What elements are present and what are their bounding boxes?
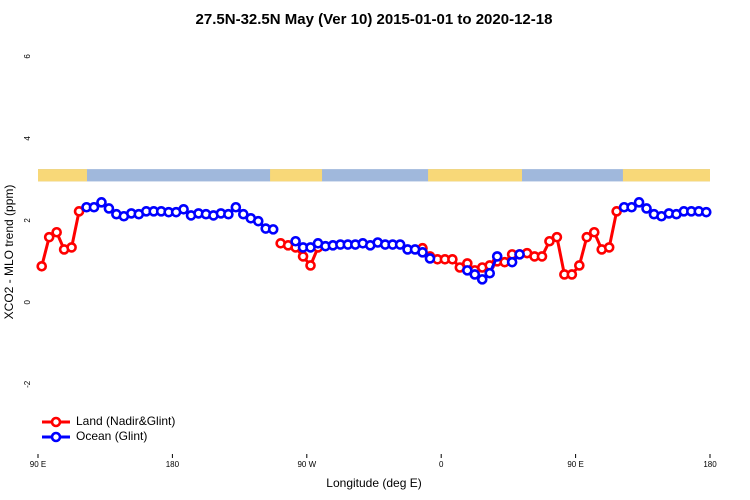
point bbox=[536, 251, 548, 262]
x-tick-label: 90 E bbox=[567, 460, 583, 469]
point bbox=[491, 251, 503, 262]
point bbox=[267, 224, 279, 235]
y-tick-label: 2 bbox=[23, 218, 32, 223]
point bbox=[514, 249, 525, 260]
point bbox=[626, 201, 637, 213]
legend-marker bbox=[50, 431, 62, 443]
x-tick-label: 90 E bbox=[30, 460, 46, 469]
point bbox=[66, 242, 77, 253]
y-tick-label: 0 bbox=[23, 300, 32, 305]
land-band bbox=[428, 169, 522, 182]
legend-marker bbox=[50, 416, 62, 428]
y-tick-label: 6 bbox=[23, 54, 32, 59]
x-tick-label: 180 bbox=[166, 460, 180, 469]
point bbox=[484, 267, 496, 279]
legend-label: Land (Nadir&Glint) bbox=[76, 414, 175, 428]
point bbox=[611, 206, 622, 217]
point bbox=[36, 260, 48, 272]
point bbox=[469, 269, 481, 280]
point bbox=[305, 242, 316, 253]
point bbox=[476, 274, 488, 285]
point bbox=[574, 260, 585, 271]
point bbox=[581, 231, 593, 243]
point bbox=[462, 265, 473, 276]
point bbox=[424, 253, 436, 264]
point bbox=[43, 231, 55, 243]
point bbox=[641, 203, 652, 214]
point bbox=[96, 197, 107, 208]
y-tick-label: 4 bbox=[23, 136, 32, 141]
x-tick-label: 180 bbox=[703, 460, 717, 469]
point bbox=[551, 231, 563, 243]
point bbox=[252, 215, 264, 227]
point bbox=[88, 201, 100, 213]
point bbox=[394, 239, 406, 250]
x-tick-label: 0 bbox=[439, 460, 444, 469]
land-band bbox=[622, 169, 710, 182]
point bbox=[588, 226, 600, 238]
point bbox=[566, 269, 578, 280]
point bbox=[297, 251, 309, 262]
point bbox=[223, 208, 234, 220]
point bbox=[290, 235, 301, 247]
point bbox=[178, 203, 189, 215]
x-axis-label: Longitude (deg E) bbox=[326, 476, 421, 490]
point bbox=[700, 206, 712, 218]
point bbox=[603, 242, 615, 253]
y-tick-label: -2 bbox=[23, 380, 32, 388]
point bbox=[103, 203, 115, 214]
point bbox=[230, 201, 242, 213]
chart-title: 27.5N-32.5N May (Ver 10) 2015-01-01 to 2… bbox=[196, 11, 553, 28]
series-line bbox=[421, 211, 619, 276]
point bbox=[633, 197, 645, 208]
point bbox=[544, 235, 555, 247]
point bbox=[238, 208, 249, 220]
legend-label: Ocean (Glint) bbox=[76, 429, 147, 443]
point bbox=[506, 256, 518, 268]
ocean-band bbox=[38, 169, 710, 182]
point bbox=[73, 206, 85, 217]
point bbox=[51, 226, 62, 238]
point bbox=[447, 253, 458, 265]
x-tick-label: 90 W bbox=[297, 460, 316, 469]
y-axis-label: XCO2 - MLO trend (ppm) bbox=[2, 185, 16, 320]
point bbox=[305, 260, 316, 271]
land-band bbox=[270, 169, 323, 182]
point bbox=[417, 247, 428, 258]
land-band bbox=[38, 169, 87, 182]
